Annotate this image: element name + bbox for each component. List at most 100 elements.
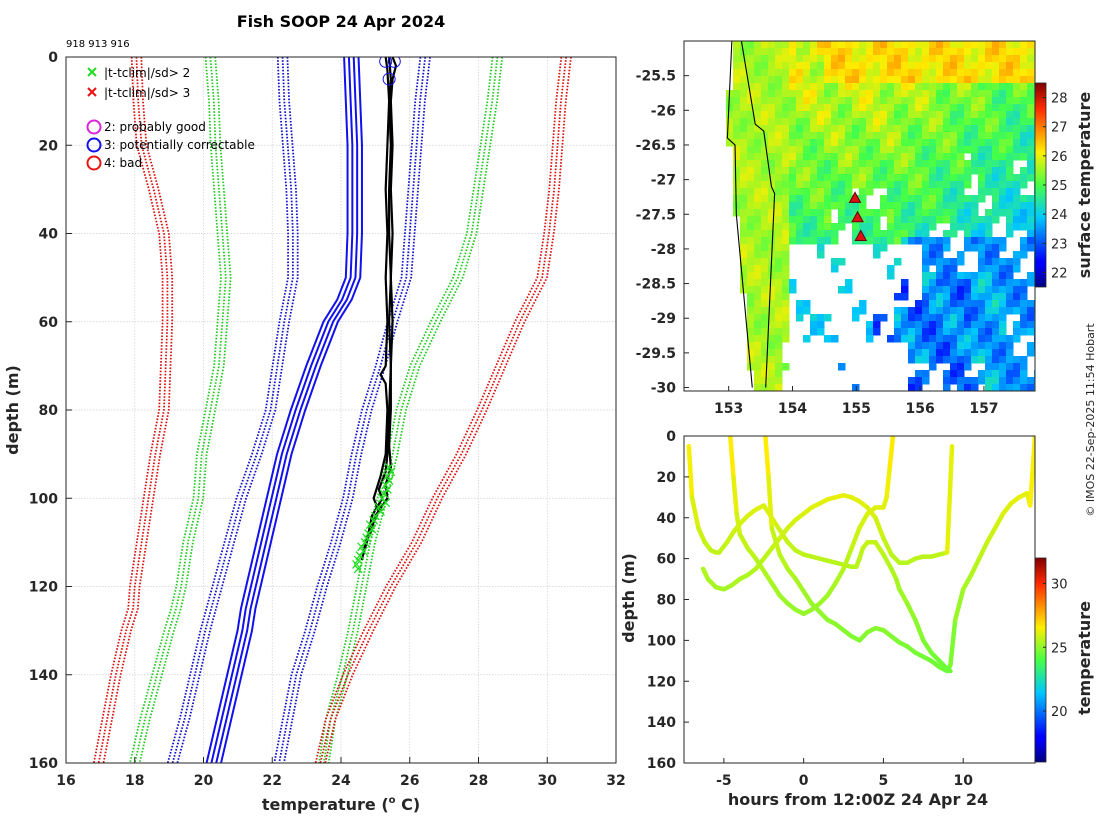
sst-cell [950, 90, 958, 98]
sst-cell [929, 167, 937, 175]
sst-cell [789, 97, 797, 105]
sst-cell [971, 83, 979, 91]
sst-cell [873, 111, 881, 119]
sst-cell [1027, 55, 1035, 63]
sst-cell [796, 146, 804, 154]
sst-cell [901, 230, 909, 238]
timeseries-ytick-label: 80 [657, 593, 677, 609]
sst-cell [845, 104, 853, 112]
sst-cell [915, 307, 923, 315]
sst-cell [838, 209, 846, 217]
sst-cell [775, 167, 783, 175]
sst-cell [796, 125, 804, 133]
sst-cell [971, 202, 979, 210]
sst-cell [775, 188, 783, 196]
sst-cell [943, 237, 951, 245]
sst-cell [747, 293, 755, 301]
sst-cell [852, 202, 860, 210]
sst-cell [985, 300, 993, 308]
sst-cell [754, 265, 762, 273]
sst-cell [971, 342, 979, 350]
sst-cell [782, 55, 790, 63]
sst-cell [894, 55, 902, 63]
track-segment [793, 576, 806, 594]
sst-cell [782, 265, 790, 273]
sst-cell [831, 111, 839, 119]
sst-cell [929, 349, 937, 357]
sst-cell [782, 167, 790, 175]
sst-cell [1013, 69, 1021, 77]
timeseries-ytick-label: 140 [647, 715, 676, 731]
sst-cell [1013, 146, 1021, 154]
sst-cell [803, 69, 811, 77]
sst-cell [978, 251, 986, 259]
climatology-line [318, 57, 494, 763]
map-ytick-label: -28.5 [636, 277, 676, 293]
sst-cell [894, 202, 902, 210]
sst-cell [782, 48, 790, 56]
sst-cell [950, 293, 958, 301]
legend-circle-good [86, 119, 102, 135]
sst-cell [740, 153, 748, 161]
sst-cell [964, 76, 972, 84]
sst-cell [957, 272, 965, 280]
sst-cell [894, 153, 902, 161]
sst-cell [943, 335, 951, 343]
sst-cell [761, 146, 769, 154]
sst-cell [1006, 188, 1014, 196]
sst-cell [803, 90, 811, 98]
sst-cell [747, 97, 755, 105]
sst-cell [803, 230, 811, 238]
sst-cell [1006, 223, 1014, 231]
sst-cell [999, 237, 1007, 245]
sst-cell [964, 328, 972, 336]
sst-cell [936, 167, 944, 175]
sst-cell [1027, 62, 1035, 70]
sst-cell [957, 104, 965, 112]
sst-cell [768, 300, 776, 308]
sst-cell [992, 293, 1000, 301]
sst-cell [845, 216, 853, 224]
sst-cell [852, 132, 860, 140]
legend-correctable-label: 3: potentially correctable [104, 138, 255, 152]
sst-cell [866, 83, 874, 91]
sst-cell [985, 258, 993, 266]
sst-cell [936, 300, 944, 308]
sst-cell [810, 237, 818, 245]
sst-cell [747, 188, 755, 196]
sst-cell [908, 328, 916, 336]
sst-cell [1013, 62, 1021, 70]
sst-cell [873, 321, 881, 329]
sst-cell [845, 160, 853, 168]
sst-cell [943, 244, 951, 252]
sst-cell [985, 174, 993, 182]
profile-ytick-label: 100 [29, 491, 58, 507]
sst-cell [922, 146, 930, 154]
sst-cell [768, 62, 776, 70]
sst-cell [747, 328, 755, 336]
sst-cell [929, 104, 937, 112]
sst-cell [761, 258, 769, 266]
sst-cell [964, 62, 972, 70]
sst-cell [922, 76, 930, 84]
sst-cell [740, 202, 748, 210]
sst-cell [915, 237, 923, 245]
sst-cell [789, 209, 797, 217]
sst-cell [964, 293, 972, 301]
sst-cell [803, 97, 811, 105]
sst-cell [1020, 62, 1028, 70]
sst-cell [922, 265, 930, 273]
sst-cell [796, 237, 804, 245]
sst-cell [922, 223, 930, 231]
sst-cell [838, 160, 846, 168]
sst-cell [915, 216, 923, 224]
climatology-line [205, 57, 349, 763]
sst-cell [740, 111, 748, 119]
sst-cell [950, 41, 958, 49]
sst-cell [761, 286, 769, 294]
sst-cell [908, 62, 916, 70]
sst-cell [761, 125, 769, 133]
sst-cell [957, 293, 965, 301]
sst-cell [992, 153, 1000, 161]
